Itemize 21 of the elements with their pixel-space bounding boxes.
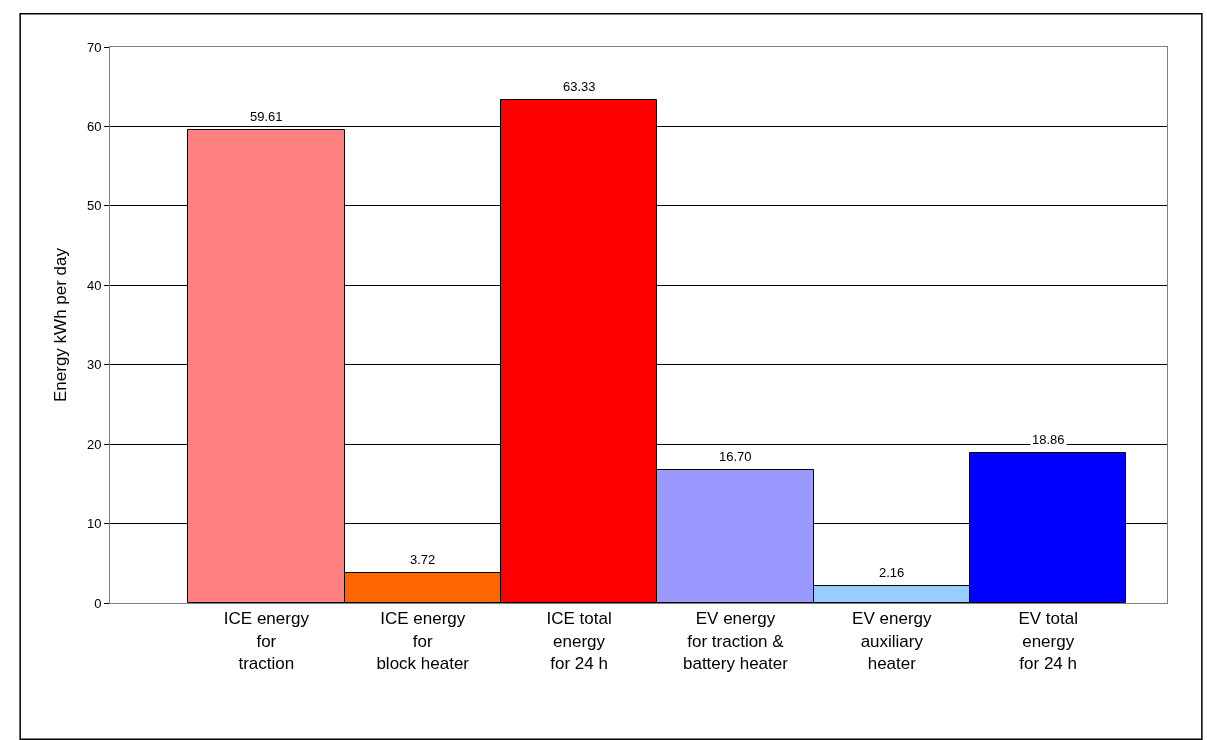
y-tick-label: 20: [86, 436, 102, 452]
x-tick-label: EV total energy for 24 h: [1018, 609, 1078, 673]
y-tick-label: 70: [86, 39, 102, 55]
x-tick-label: ICE energy for block heater: [376, 609, 470, 673]
y-tick-label: 50: [86, 198, 102, 214]
y-tick-label: 30: [86, 357, 102, 373]
y-axis-title: Energy kWh per day: [51, 247, 71, 403]
y-tick-label: 40: [86, 277, 102, 293]
data-label: 59.61: [250, 109, 283, 124]
x-tick-label: EV energy auxiliary heater: [852, 609, 932, 673]
x-tick-label: EV energy for traction & battery heater: [682, 609, 789, 673]
data-label: 16.70: [719, 449, 752, 464]
data-label: 2.16: [879, 565, 905, 580]
x-tick-label: ICE energy for traction: [223, 609, 310, 673]
data-label: 63.33: [563, 79, 596, 94]
y-tick-label: 60: [86, 118, 102, 134]
data-label: 3.72: [410, 552, 436, 567]
y-tick-label: 10: [86, 516, 102, 532]
y-tick-label: 0: [94, 595, 102, 611]
x-tick-label: ICE total energy for 24 h: [546, 609, 612, 673]
data-label: 18.86: [1032, 432, 1065, 447]
